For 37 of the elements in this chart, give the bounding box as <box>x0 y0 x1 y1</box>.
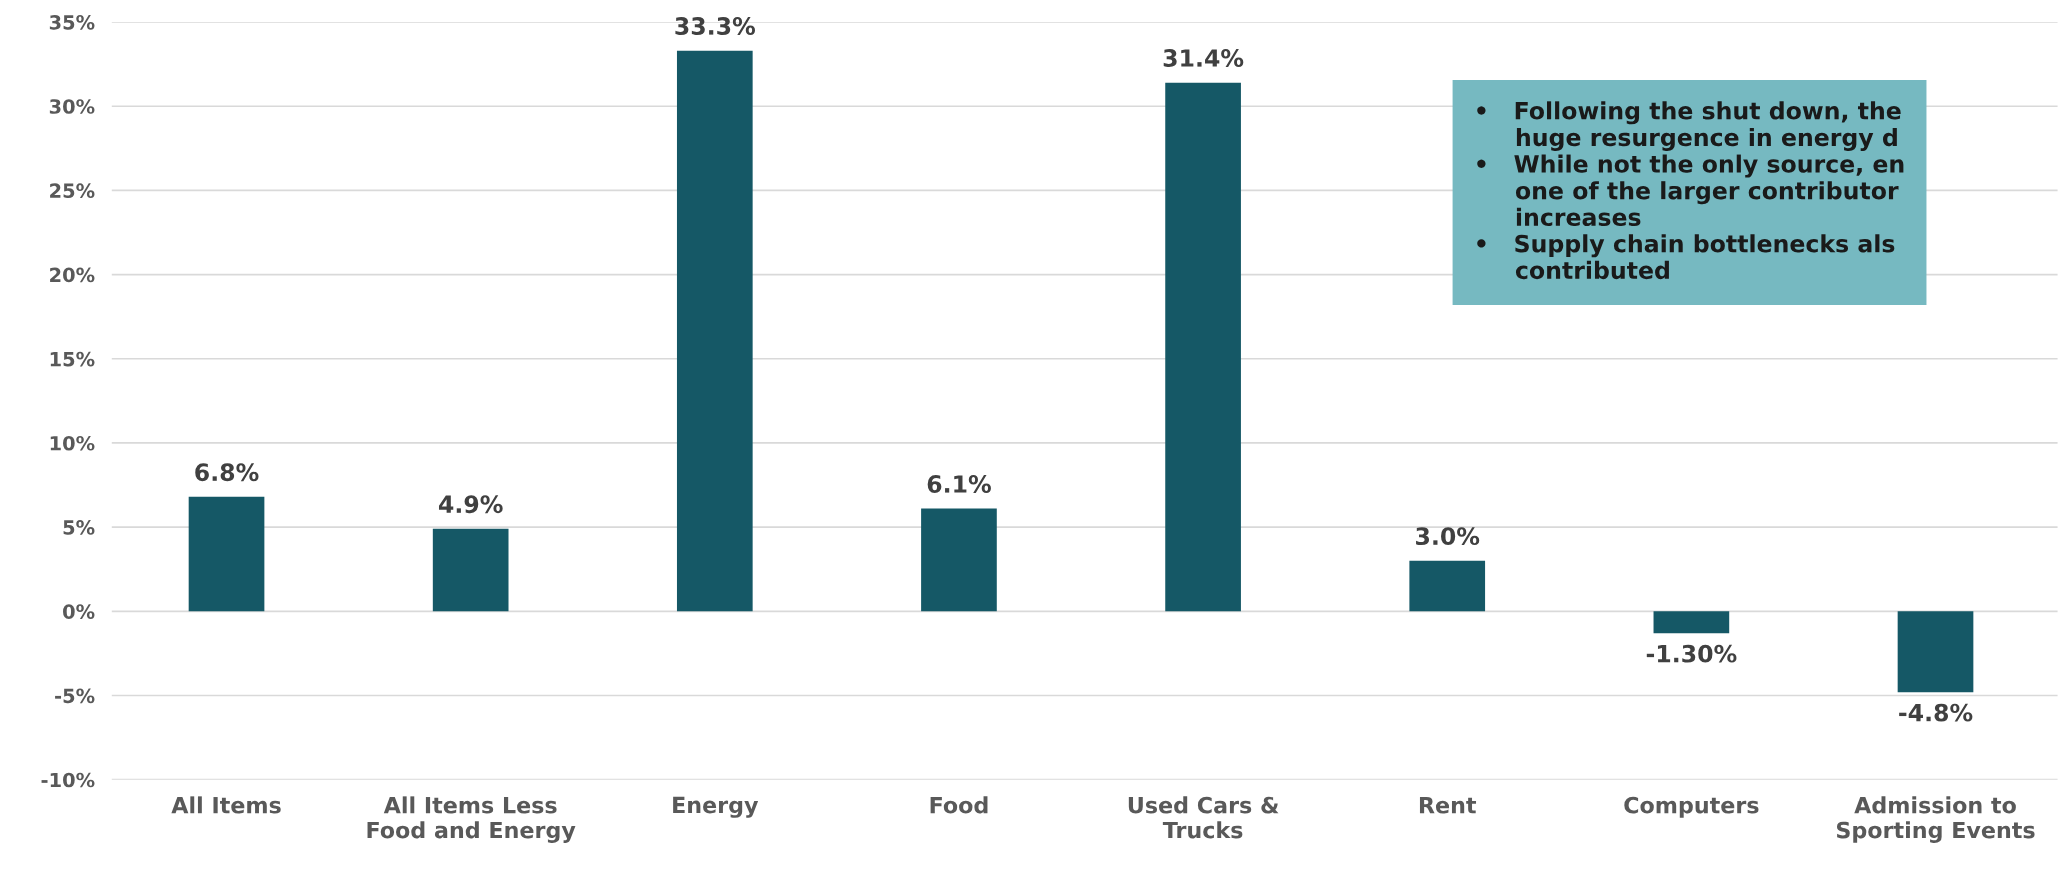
data-label: -1.30% <box>1646 644 1737 663</box>
data-label: -4.8% <box>1899 703 1973 722</box>
y-tick-label: 10% <box>50 435 95 451</box>
y-tick-label: -10% <box>41 772 95 788</box>
x-tick-label: Admission to Sporting Events <box>1836 796 2035 843</box>
bar <box>1409 560 1486 612</box>
data-label: 6.1% <box>927 475 991 493</box>
x-tick-label: Food <box>930 796 988 814</box>
x-tick-label: All Items <box>171 796 281 814</box>
x-tick-label: Rent <box>1419 797 1477 814</box>
bar <box>921 508 997 612</box>
x-tick-label: Used Cars & Trucks <box>1128 796 1279 839</box>
y-tick-label: 0% <box>63 604 95 619</box>
bar <box>1653 611 1730 634</box>
y-tick-label: 15% <box>50 351 95 367</box>
y-tick-label: 20% <box>50 267 95 283</box>
data-label: 6.8% <box>195 463 259 482</box>
y-tick-label: 5% <box>63 520 95 535</box>
data-label: 4.9% <box>438 495 503 514</box>
bar <box>1897 611 1974 693</box>
data-label: 3.0% <box>1416 527 1480 546</box>
y-tick-label: 25% <box>50 183 95 199</box>
bar <box>676 50 753 612</box>
annotation: • Following the shut down, the huge resurgence in energy d <box>1477 101 1901 151</box>
x-tick-label: All Items Less Food and Energy <box>367 796 576 843</box>
bar <box>188 496 265 612</box>
annotation: • While not the only source, en one of the larger contributor increases <box>1477 154 1904 227</box>
y-tick-label: 30% <box>49 99 95 114</box>
data-label: 33.3% <box>675 17 756 35</box>
bar <box>432 528 509 612</box>
bar <box>1165 82 1241 612</box>
y-tick-label: -5% <box>55 688 95 704</box>
data-label: 31.4% <box>1163 49 1244 67</box>
annotation: • Supply chain bottlenecks als contributed <box>1477 234 1895 280</box>
y-tick-label: 35% <box>49 14 95 30</box>
x-tick-label: Computers <box>1624 796 1759 818</box>
x-tick-label: Energy <box>673 796 759 818</box>
